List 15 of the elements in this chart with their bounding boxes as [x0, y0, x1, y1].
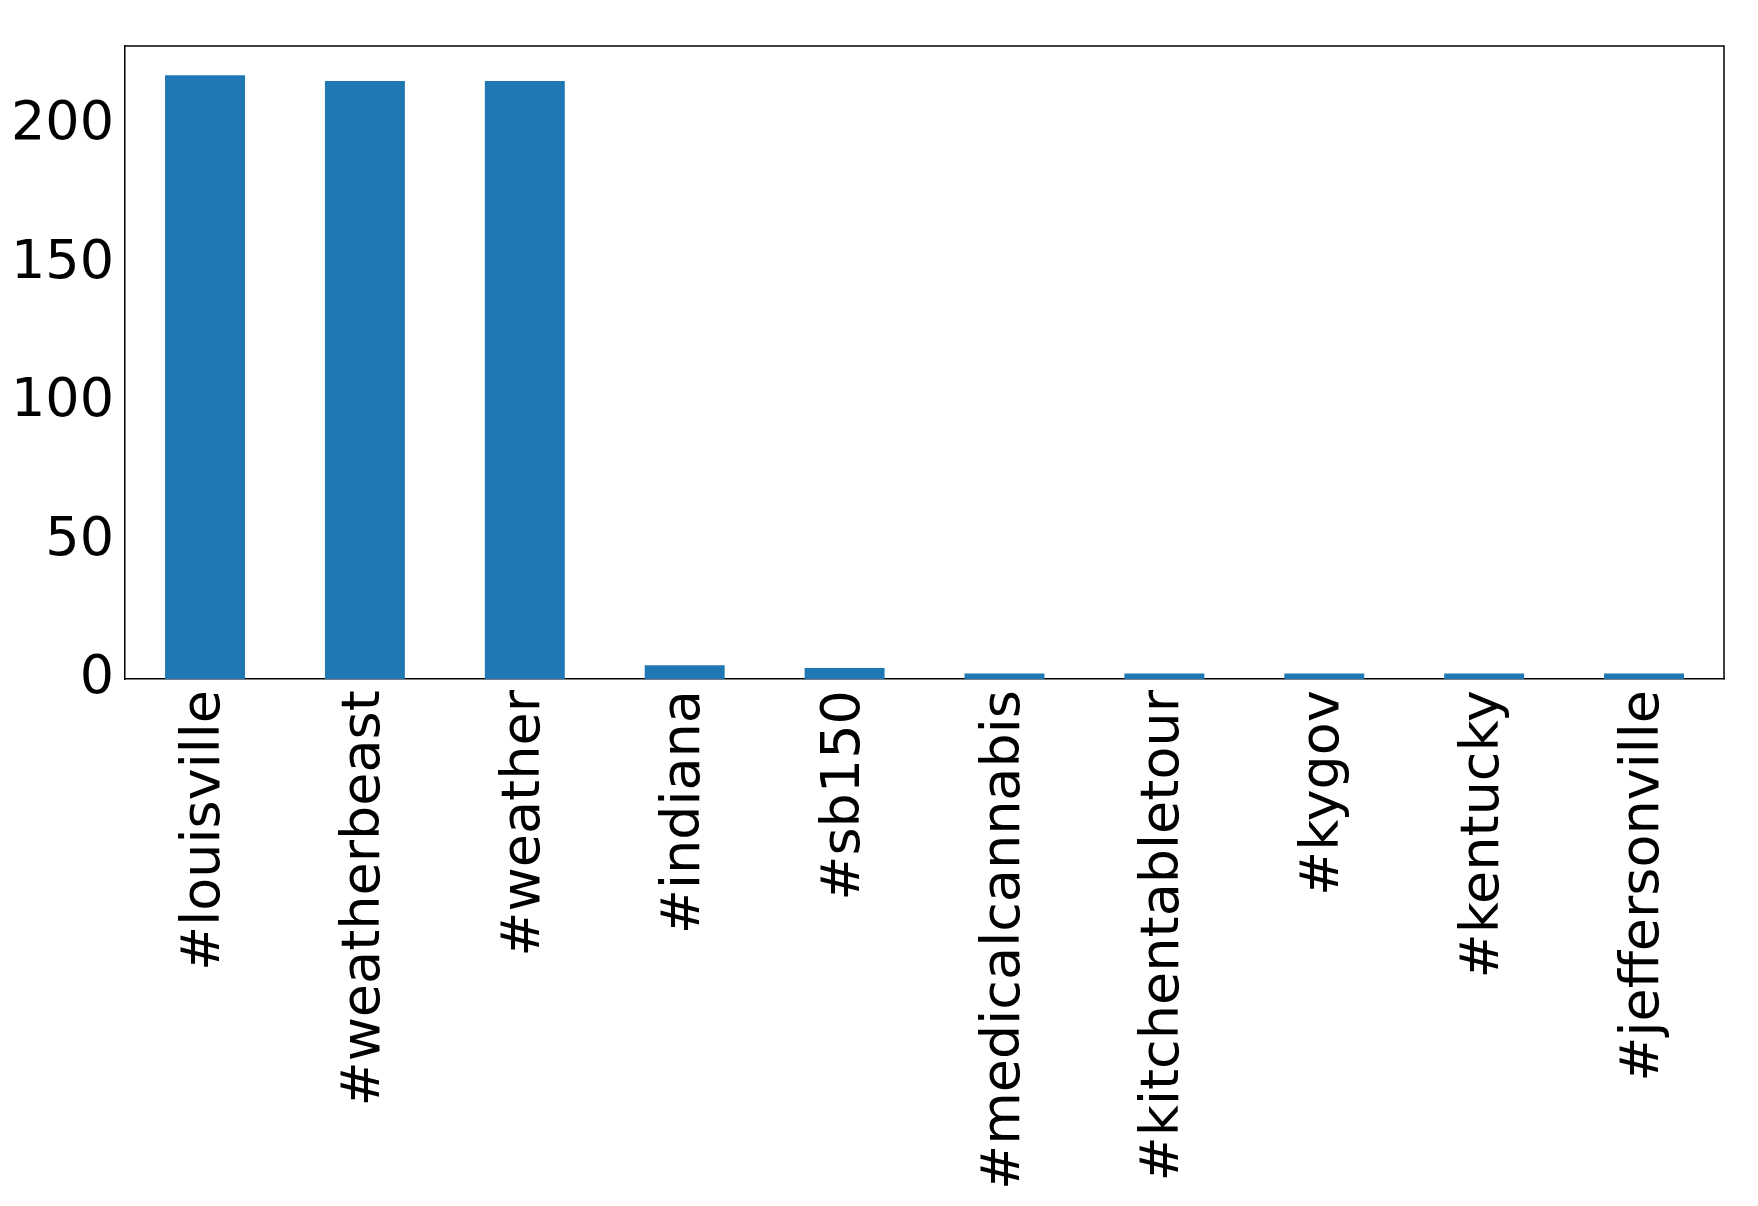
- y-tick-label: 200: [10, 89, 115, 153]
- y-tick-label: 0: [79, 643, 115, 707]
- x-tick-label: #indiana: [648, 690, 712, 935]
- x-tick-label: #weather: [488, 689, 552, 957]
- y-tick-label: 100: [10, 366, 115, 430]
- x-tick-label: #sb150: [808, 690, 872, 901]
- x-tick-label: #jeffersonville: [1608, 690, 1672, 1082]
- x-tick-label: #louisville: [169, 690, 233, 971]
- x-tick-label: #medicalcannabis: [968, 690, 1032, 1191]
- x-tick-label: #kitchentabletour: [1128, 689, 1192, 1182]
- x-tick-label: #weatherbeast: [328, 690, 392, 1107]
- y-tick-label: 50: [45, 504, 115, 568]
- x-tick-label: #kygov: [1288, 690, 1352, 896]
- y-tick-label: 150: [10, 227, 115, 291]
- x-tick-label: #kentucky: [1448, 690, 1512, 979]
